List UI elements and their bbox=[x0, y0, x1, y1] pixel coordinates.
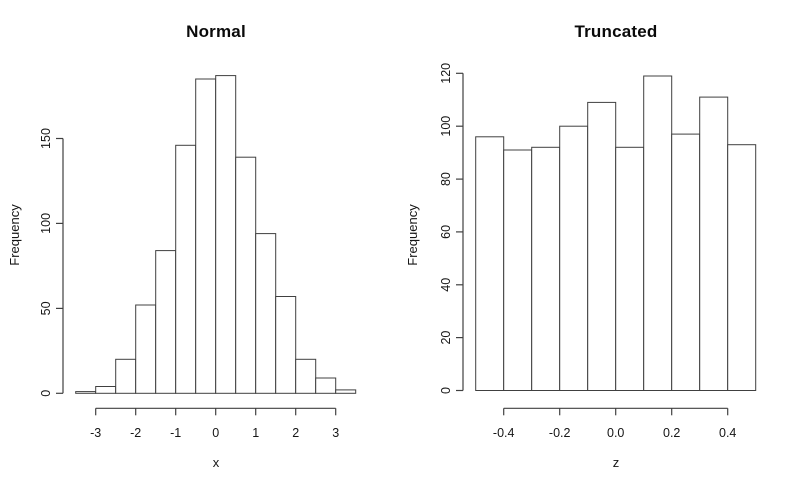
x-tick-label: 2 bbox=[292, 426, 299, 440]
x-tick-label: -3 bbox=[90, 426, 101, 440]
histogram-bar bbox=[75, 391, 97, 394]
y-tick-label: 100 bbox=[39, 213, 53, 234]
chart-title-normal: Normal bbox=[186, 22, 246, 41]
histogram-bar bbox=[531, 146, 561, 391]
histogram-bar bbox=[135, 304, 157, 394]
x-tick-label: 0 bbox=[212, 426, 219, 440]
x-axis-label-z: z bbox=[612, 455, 620, 470]
y-tick-label: 150 bbox=[39, 128, 53, 149]
x-tick-label: 0.0 bbox=[607, 426, 624, 440]
histogram-bar bbox=[115, 358, 137, 394]
x-tick-label: -1 bbox=[170, 426, 181, 440]
histogram-bar bbox=[295, 358, 317, 394]
x-tick-label: 3 bbox=[332, 426, 339, 440]
histogram-bar bbox=[587, 101, 617, 392]
histogram-bar bbox=[235, 156, 257, 394]
histogram-bar bbox=[155, 250, 177, 394]
y-axis-label-frequency-right: Frequency bbox=[405, 204, 420, 266]
x-tick-label: 0.2 bbox=[663, 426, 680, 440]
y-tick-label: 0 bbox=[439, 387, 453, 394]
x-tick-label: 1 bbox=[252, 426, 259, 440]
y-tick-label: 40 bbox=[439, 278, 453, 292]
x-tick-label: -2 bbox=[130, 426, 141, 440]
histogram-bar bbox=[615, 146, 645, 391]
chart-title-truncated: Truncated bbox=[574, 22, 658, 41]
histogram-bar bbox=[195, 78, 217, 394]
histogram-bar bbox=[315, 377, 337, 394]
histogram-bar bbox=[175, 144, 197, 394]
x-tick-label: -0.4 bbox=[493, 426, 515, 440]
y-tick-label: 50 bbox=[39, 301, 53, 315]
x-axis-label-x: x bbox=[212, 455, 220, 470]
histogram-bar bbox=[475, 136, 505, 391]
y-axis-label-frequency-left: Frequency bbox=[7, 204, 22, 266]
histogram-bar bbox=[503, 149, 533, 391]
histogram-bar bbox=[255, 233, 277, 394]
y-tick-label: 0 bbox=[39, 390, 53, 397]
y-tick-label: 20 bbox=[439, 331, 453, 345]
y-tick-label: 80 bbox=[439, 172, 453, 186]
y-tick-label: 120 bbox=[439, 63, 453, 84]
histogram-bar bbox=[699, 96, 729, 391]
histogram-bar bbox=[95, 386, 117, 394]
y-tick-label: 100 bbox=[439, 116, 453, 137]
histogram-bar bbox=[671, 133, 701, 391]
histogram-bar bbox=[275, 296, 297, 394]
histogram-bar bbox=[643, 75, 673, 391]
x-tick-label: -0.2 bbox=[549, 426, 571, 440]
histogram-bar bbox=[335, 389, 357, 394]
x-tick-label: 0.4 bbox=[719, 426, 736, 440]
histogram-bar bbox=[727, 144, 757, 391]
histogram-bar bbox=[559, 125, 589, 391]
histogram-bar bbox=[215, 75, 237, 394]
y-tick-label: 60 bbox=[439, 225, 453, 239]
